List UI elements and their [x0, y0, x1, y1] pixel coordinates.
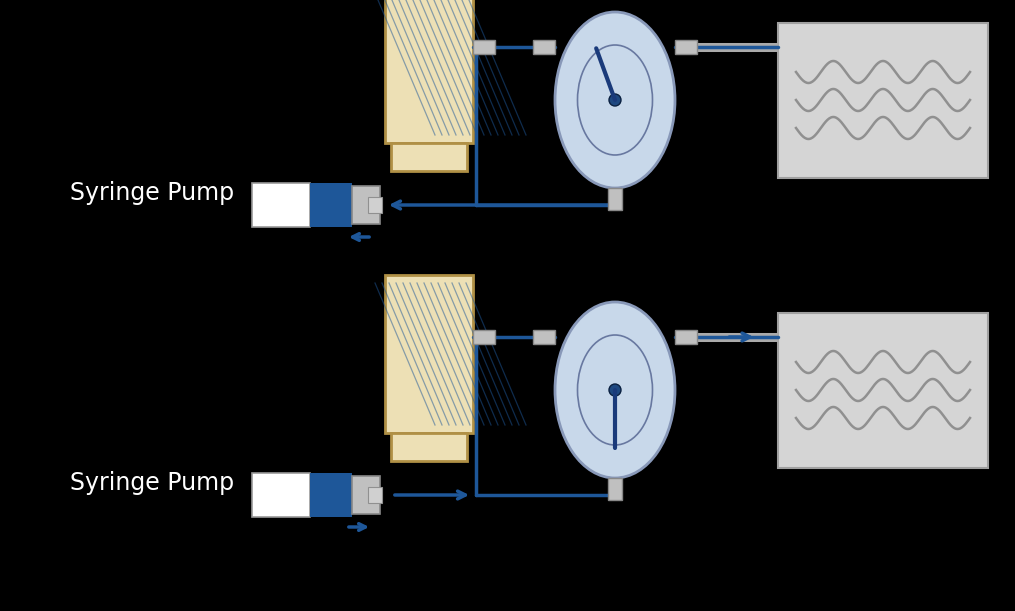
Bar [608, 188, 622, 210]
Bar [675, 40, 697, 54]
Bar [675, 330, 697, 344]
Bar [473, 40, 495, 54]
Bar [385, 0, 473, 143]
Bar [252, 473, 311, 517]
Bar [368, 486, 382, 503]
Ellipse shape [555, 12, 675, 188]
Bar [533, 330, 555, 344]
Bar [252, 183, 311, 227]
Bar [385, 275, 473, 433]
Bar [352, 186, 380, 224]
Bar [311, 183, 352, 227]
Bar [473, 330, 495, 344]
Ellipse shape [555, 302, 675, 478]
Bar [368, 197, 382, 213]
Bar [608, 478, 622, 500]
Circle shape [609, 384, 621, 396]
Bar [779, 23, 988, 178]
Text: Syringe Pump: Syringe Pump [70, 181, 234, 205]
Bar [779, 312, 988, 467]
Bar [391, 433, 467, 461]
Bar [352, 477, 380, 514]
Bar [391, 143, 467, 171]
Bar [533, 40, 555, 54]
Text: Syringe Pump: Syringe Pump [70, 471, 234, 495]
Circle shape [609, 94, 621, 106]
Bar [311, 473, 352, 517]
